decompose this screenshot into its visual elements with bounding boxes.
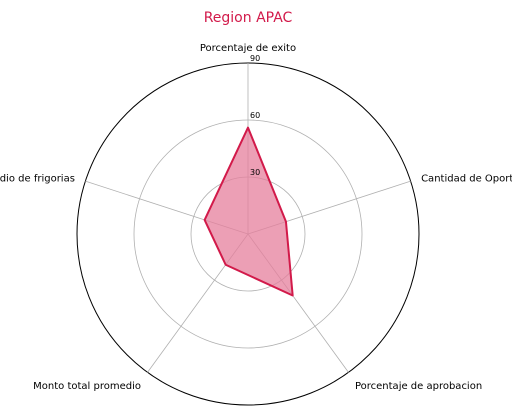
radar-series (203, 126, 294, 297)
axis-label: Porcentaje de exito (200, 43, 296, 54)
axis-label: Promedio de frigorias (0, 173, 75, 184)
axis-label: Porcentaje de aprobacion (355, 381, 482, 392)
series-line (203, 126, 294, 297)
radial-tick-label: 30 (250, 168, 260, 177)
radial-tick-label: 90 (250, 54, 260, 63)
axis-label: Monto total promedio (33, 381, 141, 392)
radial-tick-label: 60 (250, 111, 260, 120)
chart-title: Region APAC (204, 10, 293, 26)
axis-label: Cantidad de Oportunidades (421, 173, 512, 184)
series-area (204, 127, 293, 296)
